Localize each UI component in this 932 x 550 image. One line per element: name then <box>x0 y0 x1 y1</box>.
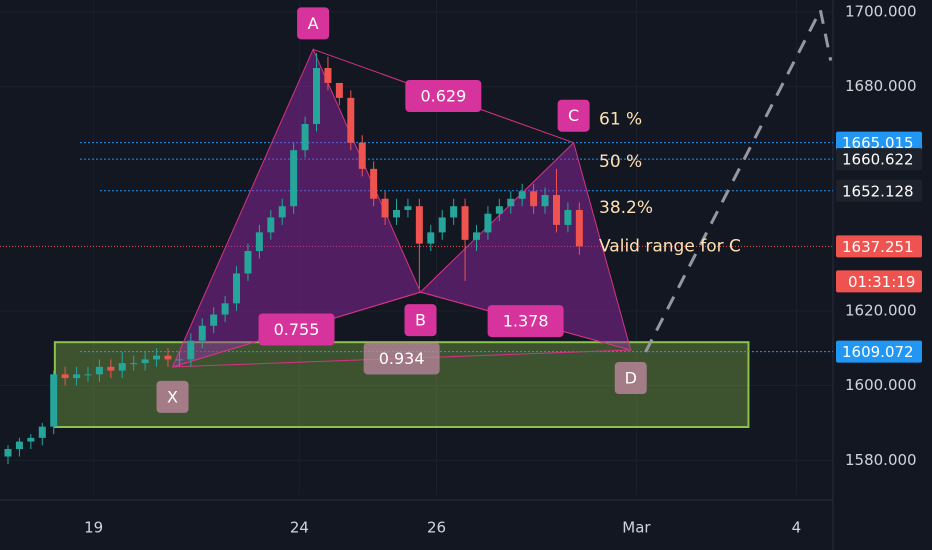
candle-body <box>438 217 446 233</box>
candle-body <box>461 206 469 240</box>
point-box <box>404 304 437 337</box>
ratio-label: 0.629 <box>420 87 466 106</box>
level-price-label: 1665.015 <box>842 134 914 152</box>
candle-body <box>38 426 46 438</box>
candle-body <box>255 232 263 252</box>
candle-body <box>472 232 480 240</box>
point-label: C <box>568 106 579 125</box>
candle-body <box>73 374 81 379</box>
ratio-box <box>487 305 564 338</box>
countdown-box <box>836 270 922 293</box>
candle-body <box>324 67 332 83</box>
candle-body <box>484 213 492 233</box>
candle-body <box>175 359 183 361</box>
level-price-label: 1609.072 <box>842 343 914 361</box>
candle-body <box>244 251 252 274</box>
x-tick-label: 26 <box>427 519 446 537</box>
point-box <box>156 380 189 413</box>
candle-body <box>518 191 526 199</box>
ratio-box <box>258 313 335 346</box>
candle-body <box>381 198 389 218</box>
x-tick-label: 24 <box>290 519 309 537</box>
point-box <box>614 362 647 395</box>
candle-body <box>27 437 35 442</box>
level-note: 38.2% <box>599 198 653 218</box>
candle-body <box>541 195 549 207</box>
point-label: B <box>415 311 426 330</box>
level-note: 61 % <box>599 110 642 130</box>
candle-body <box>358 142 366 169</box>
candle-body <box>4 449 12 457</box>
candle-body <box>187 340 195 360</box>
x-tick-label: 4 <box>792 519 802 537</box>
candle-body <box>233 273 241 304</box>
candle-body <box>495 206 503 214</box>
level-price-label-box <box>836 148 922 171</box>
point-box <box>297 7 330 40</box>
candle-body <box>575 209 583 247</box>
level-note: Valid range for C <box>599 237 741 257</box>
y-tick-label: 1680.000 <box>845 77 917 95</box>
candle-body <box>427 232 435 244</box>
candle-body <box>301 124 309 151</box>
ratio-label: 0.934 <box>379 349 425 368</box>
last-price-label-box <box>836 235 922 258</box>
candle-body <box>415 206 423 244</box>
candle-body <box>564 209 572 225</box>
candle-body <box>130 363 138 365</box>
point-label: A <box>308 14 319 33</box>
ratio-box <box>405 80 482 113</box>
y-tick-label: 1620.000 <box>845 301 917 319</box>
candle-body <box>141 359 149 364</box>
candle-body <box>404 206 412 210</box>
x-tick-label: Mar <box>622 519 651 537</box>
y-tick-label: 1580.000 <box>845 451 917 469</box>
point-label: X <box>167 387 178 406</box>
candle-body <box>335 82 343 98</box>
y-tick-label: 1700.000 <box>845 2 917 20</box>
candle-body <box>313 67 321 125</box>
candle-body <box>507 198 515 207</box>
level-price-label-box <box>836 340 922 363</box>
last-price-label: 1637.251 <box>842 238 914 256</box>
projection-line <box>644 5 833 353</box>
candle-body <box>221 303 229 315</box>
candle-body <box>552 195 560 225</box>
ratio-box <box>363 342 440 375</box>
candle-body <box>198 325 206 341</box>
candle-body <box>50 374 58 427</box>
point-box <box>557 99 590 132</box>
y-tick-label: 1600.000 <box>845 376 917 394</box>
candle-body <box>530 191 538 207</box>
candle-body <box>393 209 401 218</box>
countdown: 01:31:19 <box>848 273 915 291</box>
level-price-label: 1660.622 <box>842 151 914 169</box>
candle-body <box>370 168 378 199</box>
candle-body <box>278 206 286 218</box>
candle-body <box>118 363 126 371</box>
candle-body <box>107 366 115 371</box>
candle-body <box>347 97 355 143</box>
candle-body <box>290 150 298 207</box>
candle-body <box>15 441 23 450</box>
candle-body <box>61 374 69 379</box>
level-price-label: 1652.128 <box>842 182 914 200</box>
candle-body <box>267 217 275 233</box>
ratio-label: 0.755 <box>274 320 320 339</box>
candle-body <box>450 206 458 218</box>
candle-body <box>164 355 172 360</box>
level-note: 50 % <box>599 152 642 172</box>
candle-body <box>153 355 161 360</box>
level-price-label-box <box>836 179 922 202</box>
point-label: D <box>625 369 637 388</box>
candle-body <box>95 366 103 375</box>
candle-body <box>210 314 218 326</box>
candle-body <box>84 374 92 376</box>
x-tick-label: 19 <box>84 519 103 537</box>
ratio-label: 1.378 <box>503 312 549 331</box>
